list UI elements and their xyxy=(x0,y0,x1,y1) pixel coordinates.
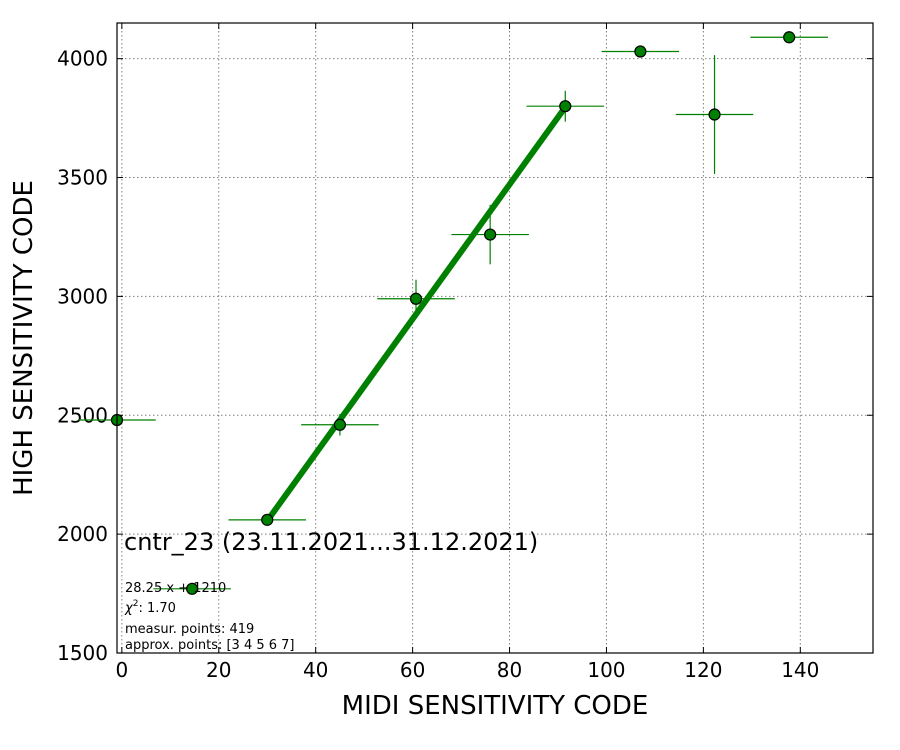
x-tick-label: 80 xyxy=(497,658,522,682)
data-point xyxy=(634,45,647,58)
y-tick-label: 1500 xyxy=(57,641,108,665)
axis-ticks: 0 20 40 60 80 100 120 140 1500 2000 2500 3000 3500 40… xyxy=(57,23,873,682)
chi2-superscript: 2 xyxy=(133,599,139,609)
annotation-title: cntr_23 (23.11.2021...31.12.2021) xyxy=(124,528,538,556)
x-tick-label: 0 xyxy=(115,658,128,682)
data-point xyxy=(783,31,796,44)
x-tick-label: 40 xyxy=(303,658,328,682)
annotation-approx-points: approx. points: [3 4 5 6 7] xyxy=(125,638,295,653)
x-axis-label: MIDI SENSITIVITY CODE xyxy=(342,691,649,721)
x-tick-label: 120 xyxy=(684,658,722,682)
chi2-value: : 1.70 xyxy=(138,601,175,616)
x-tick-label: 140 xyxy=(781,658,819,682)
data-point xyxy=(186,582,199,595)
data-point xyxy=(261,513,274,526)
data-point xyxy=(333,418,347,431)
x-tick-label: 100 xyxy=(587,658,625,682)
x-tick-label: 20 xyxy=(206,658,231,682)
data-point xyxy=(409,292,423,305)
x-tick-label: 60 xyxy=(400,658,425,682)
y-tick-label: 3000 xyxy=(57,284,108,308)
y-tick-label: 4000 xyxy=(57,47,108,71)
y-tick-label: 2500 xyxy=(57,403,108,427)
annotations: cntr_23 (23.11.2021...31.12.2021) 28.25 … xyxy=(124,528,538,653)
annotation-equation: 28.25 x + 1210 xyxy=(125,581,226,596)
annotation-measur-points: measur. points: 419 xyxy=(125,622,254,637)
annotation-chi2: χ2: 1.70 xyxy=(124,599,176,616)
plot-frame xyxy=(116,22,874,654)
grid-lines xyxy=(117,23,873,654)
data-point xyxy=(559,100,572,113)
data-point xyxy=(484,228,497,241)
y-axis-label: HIGH SENSITIVITY CODE xyxy=(9,180,39,496)
y-tick-label: 2000 xyxy=(57,522,108,546)
chi2-symbol: χ xyxy=(124,601,134,616)
y-tick-label: 3500 xyxy=(57,166,108,190)
data-point xyxy=(708,108,721,121)
data-points xyxy=(110,31,796,595)
